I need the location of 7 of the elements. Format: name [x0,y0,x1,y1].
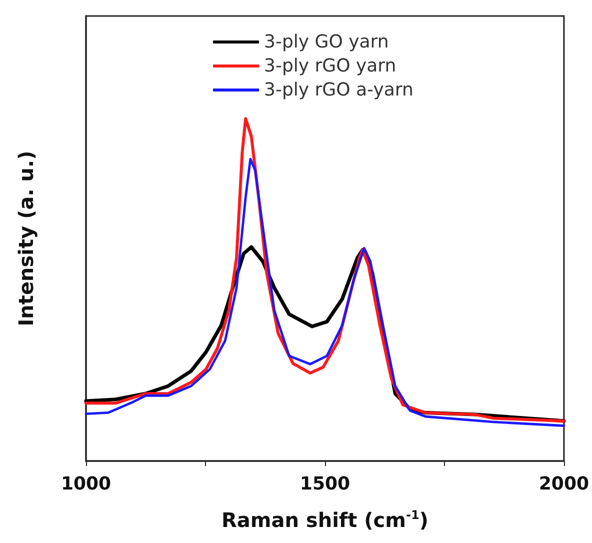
x-tick-label: 1500 [300,474,350,494]
legend-label: 3-ply rGO a-yarn [264,80,414,100]
x-tick-label: 2000 [538,474,590,494]
y-axis-title: Intensity (a. u.) [14,150,38,326]
legend-label: 3-ply rGO yarn [264,56,396,76]
x-tick-label: 1000 [60,474,112,494]
legend-label: 3-ply GO yarn [264,32,389,52]
